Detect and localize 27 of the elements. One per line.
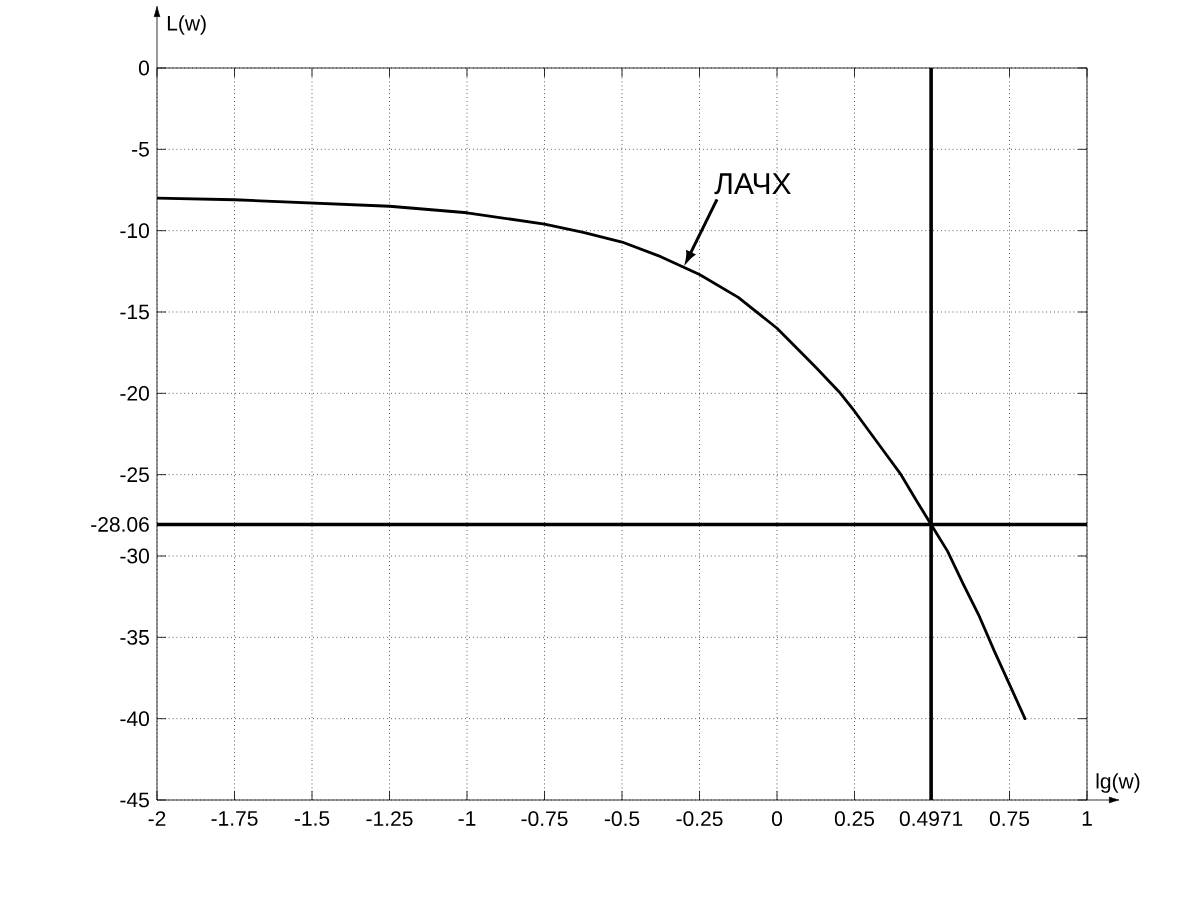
x-tick-label: -0.75 [521, 811, 568, 827]
y-tick-label: -45 [120, 792, 149, 808]
y-axis-title: L(w) [167, 15, 206, 35]
y-tick-label: -40 [120, 711, 149, 727]
ref-line-label: 0.4971 [899, 811, 963, 827]
y-tick-label: -30 [120, 548, 149, 564]
x-tick-label: -1.25 [366, 811, 413, 827]
y-tick-label: -15 [120, 304, 149, 320]
annotation: ЛАЧХ [714, 173, 791, 195]
x-tick-label: -0.5 [604, 811, 640, 827]
x-tick-label: 0 [772, 811, 783, 827]
x-tick-label: -1.5 [294, 811, 330, 826]
x-tick-label: -1 [458, 811, 476, 826]
x-tick-label: 1 [1082, 811, 1092, 826]
x-tick-label: -2 [148, 811, 166, 826]
ref-line-label: -28.06 [91, 517, 149, 532]
y-tick-label: -25 [120, 467, 149, 483]
x-axis-title: lg(w) [1096, 773, 1140, 793]
x-tick-label: -0.25 [676, 811, 723, 827]
y-tick-label: -20 [120, 385, 149, 401]
y-tick-label: 0 [138, 60, 149, 76]
x-tick-label: 0.25 [834, 811, 875, 827]
x-tick-label: -1.75 [211, 811, 258, 826]
y-tick-label: -5 [132, 141, 149, 157]
x-tick-label: 0.75 [989, 811, 1030, 827]
y-tick-label: -10 [120, 223, 149, 239]
y-tick-label: -35 [120, 629, 149, 645]
